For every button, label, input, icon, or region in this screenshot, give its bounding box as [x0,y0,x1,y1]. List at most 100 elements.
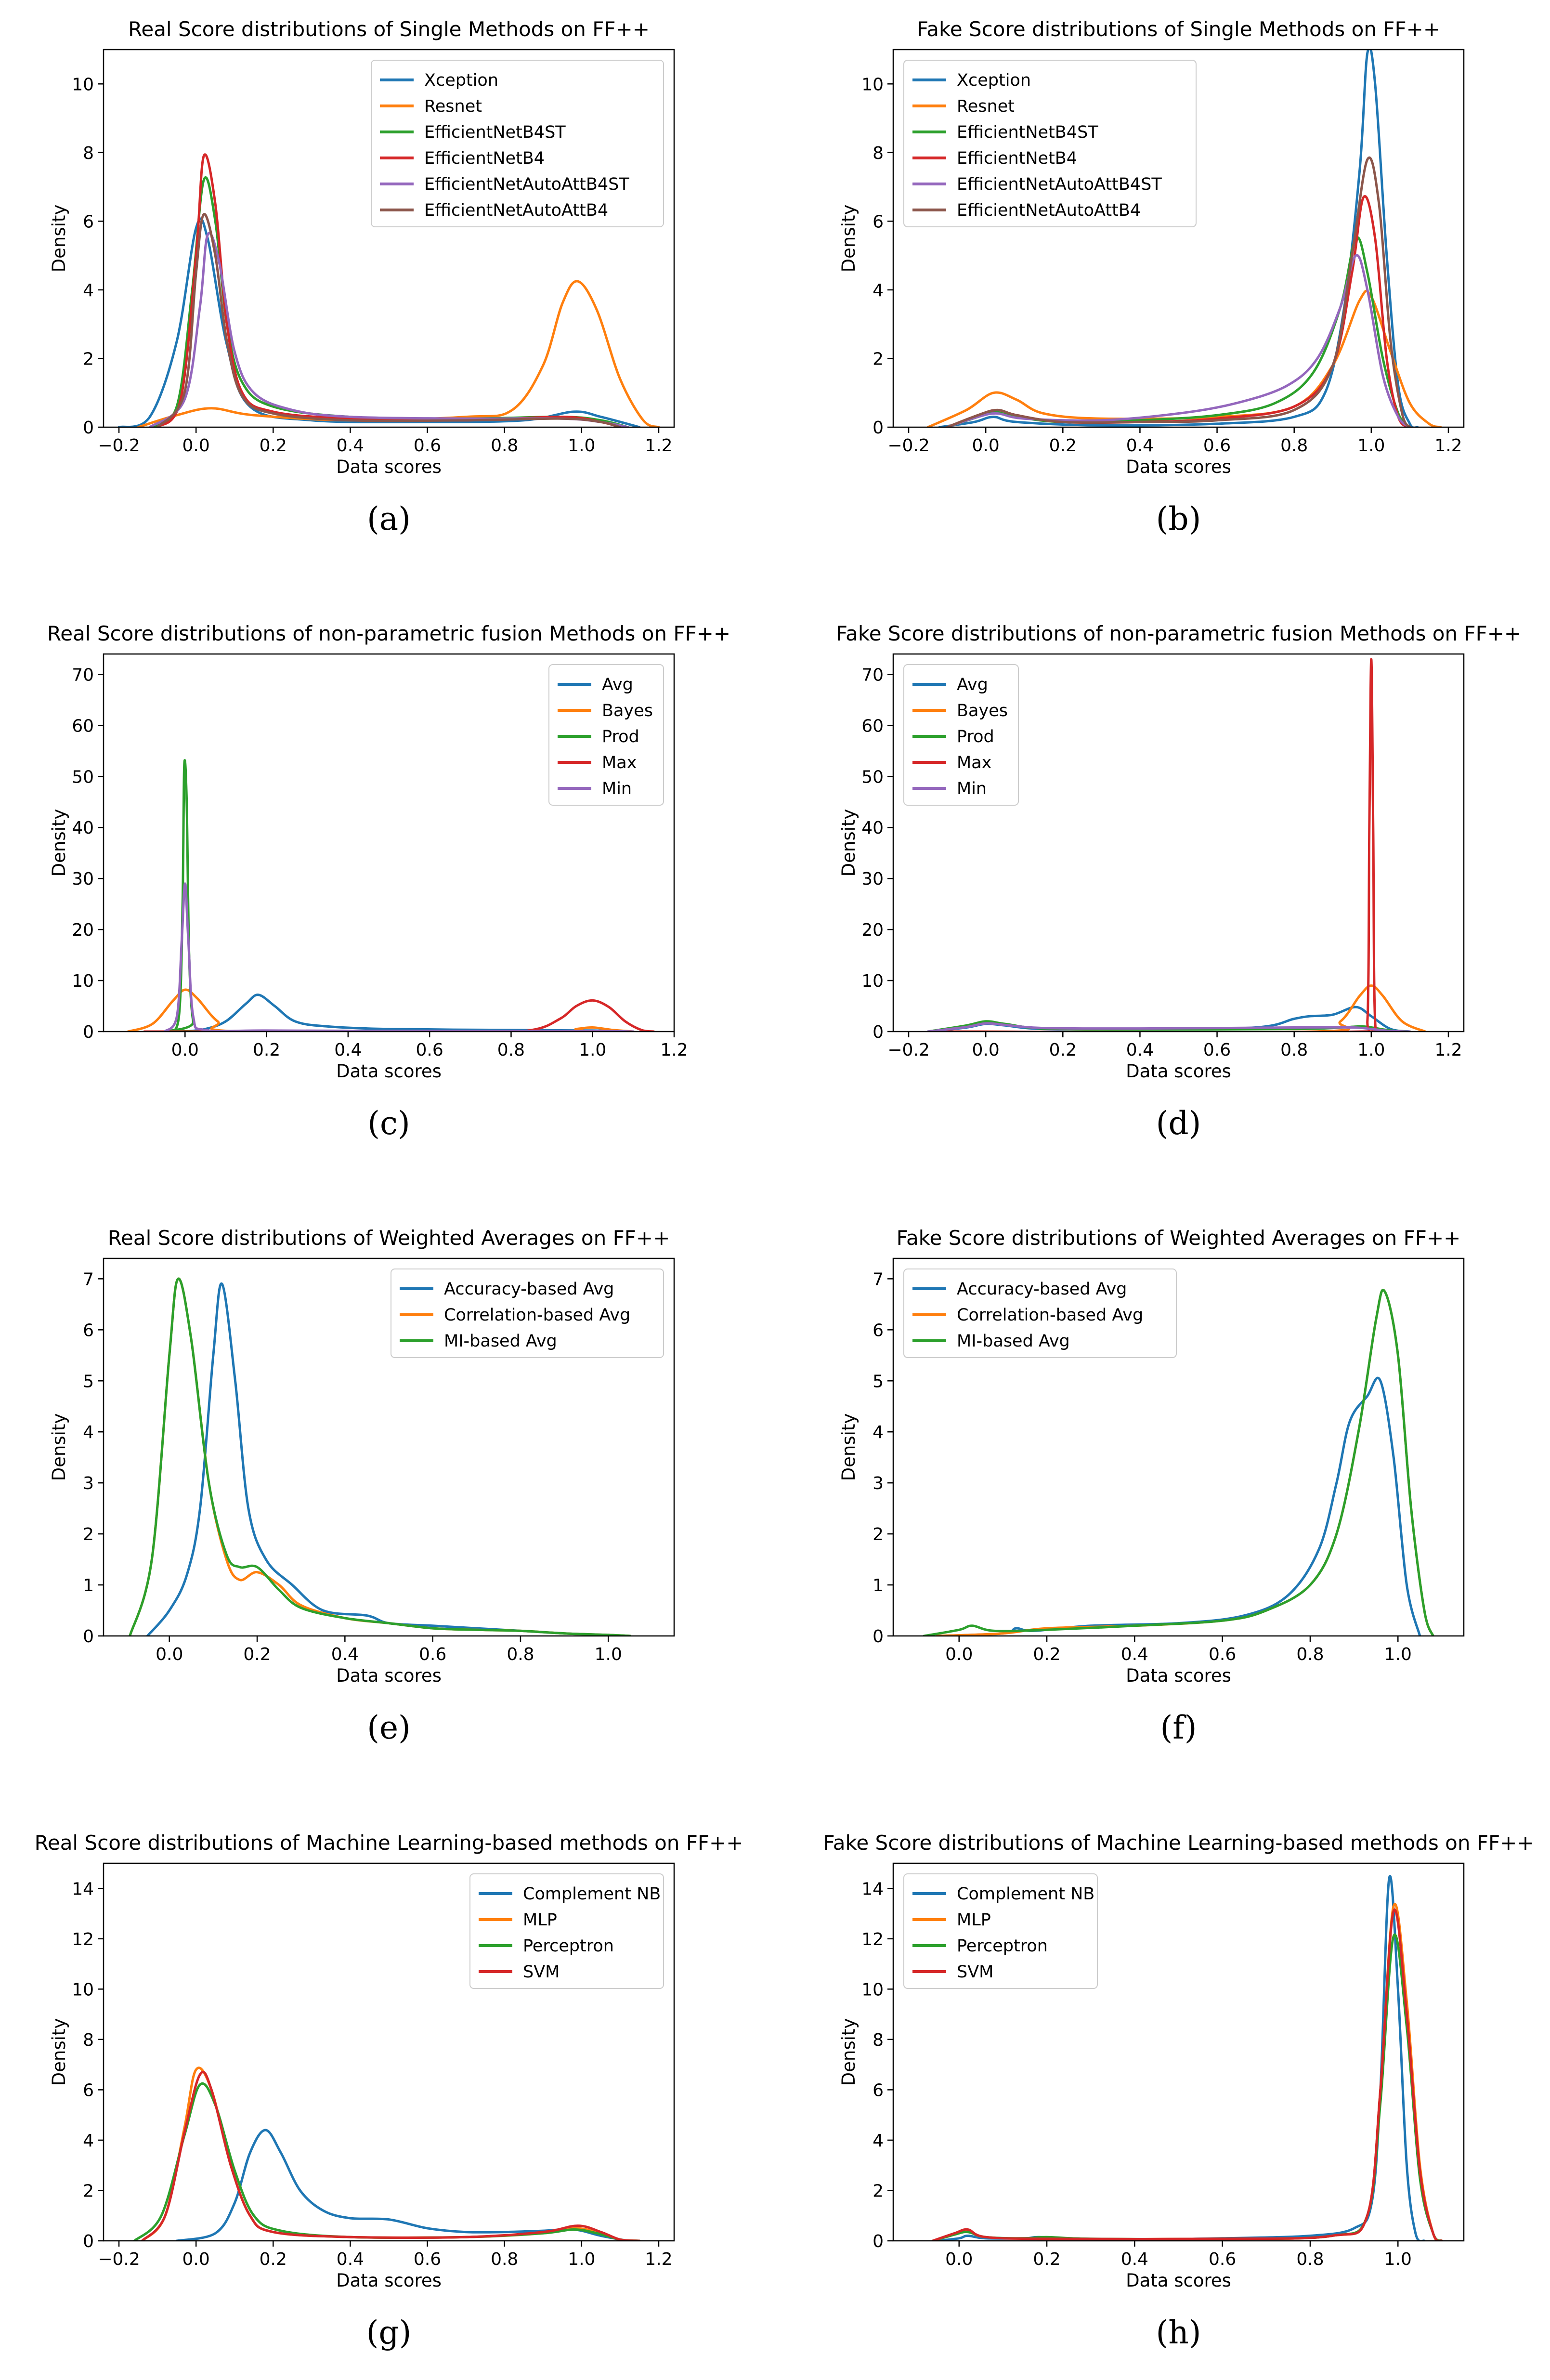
x-tick-label: 0.2 [253,1040,280,1060]
x-tick-label: 0.8 [491,2249,518,2269]
legend-label: EfficientNetAutoAttB4 [957,201,1141,220]
x-tick-label: 0.6 [1209,1645,1236,1664]
series-line-complement-nb [175,2129,629,2241]
legend-label: SVM [957,1962,993,1982]
legend-box [371,60,664,227]
legend-label: Avg [602,675,633,694]
legend-label: Min [602,779,632,798]
legend-box [548,664,664,806]
y-tick-label: 14 [72,1879,94,1899]
x-tick-label: 1.2 [645,2249,672,2269]
y-tick-label: 12 [861,1930,884,1949]
y-tick-label: 4 [873,2131,884,2151]
series-line-min [163,882,635,1032]
x-tick-label: 1.0 [568,436,595,456]
legend: Avg Bayes Prod Max Min [903,664,1019,806]
x-tick-label: 0.8 [1296,2249,1324,2269]
chart-panel-3: Real Score distributions of non-parametr… [47,622,730,1142]
y-tick-label: 4 [83,1423,94,1442]
legend-label: Correlation-based Avg [444,1306,630,1325]
series-line-efficientnetautoattb4 [946,156,1411,427]
x-tick-label: 0.4 [1121,2249,1148,2269]
chart-panel-1: Real Score distributions of Single Metho… [49,17,675,537]
legend-label: EfficientNetB4ST [957,123,1098,142]
y-tick-label: 0 [83,1022,94,1042]
y-tick-label: 6 [83,1321,94,1340]
x-tick-label: 0.0 [182,2249,210,2269]
x-tick-label: 1.0 [1384,1645,1412,1664]
y-tick-label: 20 [861,920,884,940]
y-tick-label: 2 [873,2181,884,2201]
x-tick-label: 0.0 [171,1040,199,1060]
series-line-resnet [137,280,660,427]
x-tick-label: 0.2 [243,1645,271,1664]
x-tick-label: 1.0 [579,1040,606,1060]
y-tick-label: 10 [861,971,884,991]
y-tick-label: 40 [861,818,884,838]
x-axis-label: Data scores [336,2270,442,2291]
x-tick-label: 0.4 [331,1645,359,1664]
chart-panel-6: Fake Score distributions of Weighted Ave… [838,1226,1465,1746]
y-axis-label: Density [838,205,859,273]
legend-box [903,664,1019,806]
chart-title: Fake Score distributions of Machine Lear… [823,1831,1534,1855]
x-axis-label: Data scores [336,1061,442,1082]
y-tick-label: 0 [873,1022,884,1042]
y-tick-label: 4 [83,2131,94,2151]
chart-panel-8: Fake Score distributions of Machine Lear… [823,1831,1534,2351]
y-tick-label: 4 [873,281,884,301]
y-tick-label: 50 [72,767,94,787]
x-tick-label: 0.0 [945,1645,973,1664]
y-tick-label: 14 [861,1879,884,1899]
legend-label: Avg [957,675,988,694]
x-tick-label: 0.2 [1033,1645,1060,1664]
panel-caption: (g) [366,2314,412,2351]
y-tick-label: 10 [72,971,94,991]
y-tick-label: 6 [83,2080,94,2100]
legend-label: Complement NB [957,1884,1094,1904]
x-tick-label: 0.2 [1033,2249,1060,2269]
chart-panel-4: Fake Score distributions of non-parametr… [836,622,1521,1142]
y-tick-label: 3 [873,1474,884,1493]
x-tick-label: 0.4 [1126,436,1154,456]
series-line-bayes [946,984,1427,1032]
legend-label: EfficientNetB4 [424,149,545,168]
x-tick-label: 0.6 [1209,2249,1236,2269]
y-tick-label: 20 [72,920,94,940]
x-tick-label: 1.0 [595,1645,622,1664]
panel-caption: (h) [1156,2314,1201,2351]
series-line-mlp [141,2066,641,2241]
x-tick-label: 0.8 [1280,1040,1308,1060]
y-tick-label: 3 [83,1474,94,1493]
panel-caption: (c) [367,1105,410,1142]
panel-caption: (d) [1156,1105,1201,1142]
y-tick-label: 40 [72,818,94,838]
legend-label: SVM [523,1962,560,1982]
series-line-max [143,999,655,1032]
series-line-mi-based-avg [129,1277,632,1636]
legend: Complement NB MLP Perceptron SVM [469,1873,664,1989]
legend-label: MI-based Avg [957,1332,1070,1351]
panel-caption: (e) [367,1709,411,1746]
legend: Complement NB MLP Perceptron SVM [903,1873,1098,1989]
x-tick-label: 0.8 [1296,1645,1324,1664]
legend-label: MI-based Avg [444,1332,557,1351]
y-axis-label: Density [49,205,69,273]
x-tick-label: 1.0 [1384,2249,1412,2269]
series-line-efficientnetautoattb4st [946,254,1411,427]
y-tick-label: 10 [861,1980,884,2000]
panel-caption: (f) [1160,1709,1197,1746]
y-tick-label: 60 [72,716,94,736]
plot-frame [892,1257,1465,1637]
chart-title: Real Score distributions of Machine Lear… [35,1831,743,1855]
x-tick-label: 0.0 [182,436,210,456]
y-axis-label: Density [838,1413,859,1481]
x-tick-label: 0.2 [260,2249,287,2269]
x-tick-label: 1.2 [660,1040,688,1060]
chart-title: Fake Score distributions of Weighted Ave… [897,1226,1461,1250]
legend-label: MLP [957,1910,991,1930]
x-tick-label: 0.0 [945,2249,973,2269]
chart-panel-5: Real Score distributions of Weighted Ave… [49,1226,675,1746]
legend-label: EfficientNetB4ST [424,123,566,142]
legend-label: Min [957,779,987,798]
